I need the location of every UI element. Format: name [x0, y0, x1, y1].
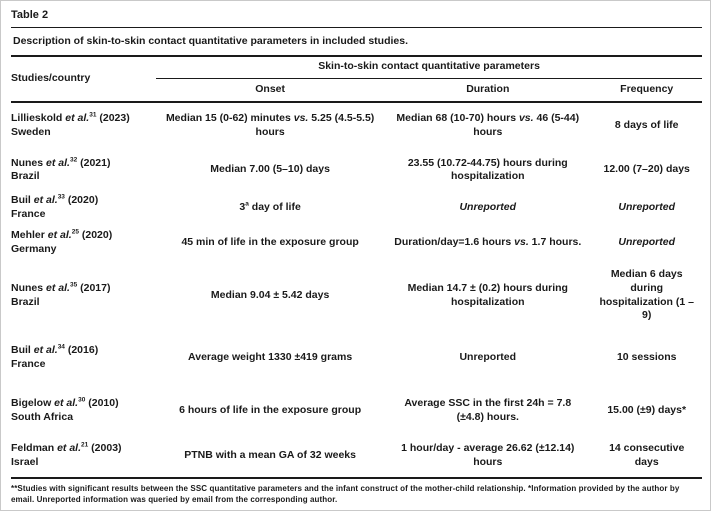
duration-value: 1 hour/day - average 26.62 (±12.14) hour…: [401, 442, 575, 469]
table-row: Buil et al.34 (2016) France Average weig…: [11, 330, 702, 386]
frequency-value: 10 sessions: [616, 350, 677, 363]
study-citation: Buil et al.33 (2020): [11, 193, 99, 207]
study-citation: Buil et al.34 (2016): [11, 343, 99, 356]
table-row: Nunes et al.35 (2017) Brazil Median 9.04…: [11, 262, 702, 330]
frequency-value: 14 consecutive days: [609, 442, 685, 469]
column-header-frequency: Frequency: [620, 82, 674, 95]
study-country: Brazil: [11, 170, 40, 183]
onset-value: 6 hours of life in the exposure group: [179, 403, 362, 416]
study-country: Sweden: [11, 125, 51, 138]
duration-value: Average SSC in the first 24h = 7.8 (±4.8…: [404, 396, 572, 423]
frequency-value: 12.00 (7–20) days: [603, 163, 690, 176]
onset-value: Median 15 (0-62) minutes vs. 5.25 (4.5-5…: [165, 112, 375, 138]
study-country: Germany: [11, 242, 57, 255]
duration-value: Median 14.7 ± (0.2) hours during hospita…: [407, 281, 568, 308]
study-country: Brazil: [11, 295, 40, 308]
table-row: Nunes et al.32 (2021) Brazil Median 7.00…: [11, 148, 702, 192]
table-row: Lillieskold et al.31 (2023) Sweden Media…: [11, 102, 702, 148]
onset-value: 45 min of life in the exposure group: [181, 235, 359, 248]
onset-value: Average weight 1330 ±419 grams: [188, 350, 353, 363]
frequency-value: Median 6 days during hospitalization (1 …: [599, 268, 694, 322]
frequency-value: 15.00 (±9) days*: [607, 403, 687, 416]
column-header-onset: Onset: [255, 82, 285, 95]
table-row: Mehler et al.25 (2020) Germany 45 min of…: [11, 224, 702, 262]
table-label: Table 2: [11, 9, 49, 21]
table-caption: Description of skin-to-skin contact quan…: [13, 35, 408, 47]
onset-value: 3a day of life: [239, 200, 301, 214]
duration-value: Median 68 (10-70) hours vs. 46 (5-44) ho…: [396, 112, 580, 138]
column-header-duration: Duration: [466, 82, 510, 95]
group-header-ssc-parameters: Skin-to-skin contact quantitative parame…: [156, 56, 702, 79]
study-country: France: [11, 357, 46, 370]
duration-value: Unreported: [459, 201, 517, 214]
study-citation: Nunes et al.32 (2021): [11, 156, 111, 169]
frequency-value: Unreported: [618, 235, 675, 248]
rule-under-label: [11, 27, 702, 28]
column-header-studies-country: Studies/country: [11, 72, 91, 85]
study-country: Israel: [11, 456, 39, 469]
frequency-value: 8 days of life: [614, 118, 679, 131]
table-row: Feldman et al.21 (2003) Israel PTNB with…: [11, 436, 702, 478]
onset-value: PTNB with a mean GA of 32 weeks: [184, 449, 356, 462]
table-row: Buil et al.33 (2020) France 3a day of li…: [11, 192, 702, 223]
duration-value: 23.55 (10.72-44.75) hours during hospita…: [407, 156, 568, 183]
onset-value: Median 7.00 (5–10) days: [210, 163, 330, 176]
table-header: Studies/country Skin-to-skin contact qua…: [11, 56, 702, 103]
table-footnote: **Studies with significant results betwe…: [11, 483, 680, 505]
study-citation: Lillieskold et al.31 (2023): [11, 111, 130, 125]
table-row: Bigelow et al.30 (2010) South Africa 6 h…: [11, 386, 702, 436]
onset-value: Median 9.04 ± 5.42 days: [210, 288, 330, 301]
study-country: South Africa: [11, 410, 74, 423]
duration-value: Unreported: [459, 350, 517, 363]
study-country: France: [11, 207, 46, 220]
study-citation: Feldman et al.21 (2003): [11, 441, 122, 455]
study-citation: Mehler et al.25 (2020): [11, 228, 113, 241]
duration-value: Duration/day=1.6 hours vs. 1.7 hours.: [394, 235, 582, 248]
study-citation: Nunes et al.35 (2017): [11, 281, 111, 294]
frequency-value: Unreported: [618, 201, 675, 214]
parameters-table: Studies/country Skin-to-skin contact qua…: [11, 55, 702, 479]
study-citation: Bigelow et al.30 (2010): [11, 396, 119, 409]
